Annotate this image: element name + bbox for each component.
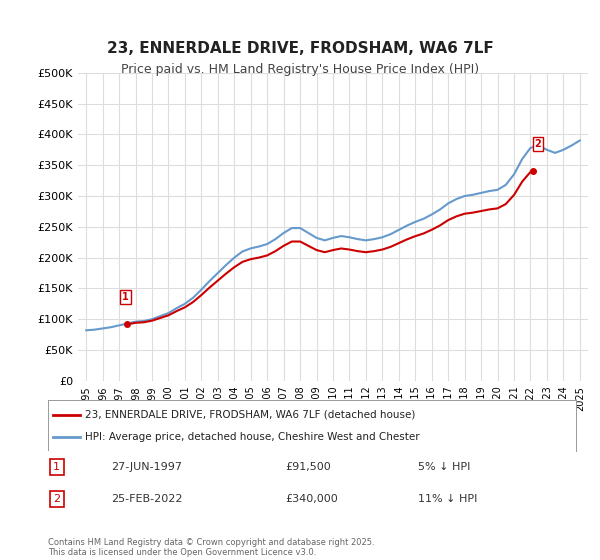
Text: 2: 2 bbox=[535, 139, 541, 149]
Text: 1: 1 bbox=[53, 462, 60, 472]
Text: 5% ↓ HPI: 5% ↓ HPI bbox=[418, 462, 470, 472]
Text: HPI: Average price, detached house, Cheshire West and Chester: HPI: Average price, detached house, Ches… bbox=[85, 432, 419, 442]
Text: 23, ENNERDALE DRIVE, FRODSHAM, WA6 7LF: 23, ENNERDALE DRIVE, FRODSHAM, WA6 7LF bbox=[107, 41, 493, 56]
Text: 27-JUN-1997: 27-JUN-1997 bbox=[112, 462, 182, 472]
Text: 2: 2 bbox=[53, 494, 61, 504]
Text: 25-FEB-2022: 25-FEB-2022 bbox=[112, 494, 183, 504]
Text: Contains HM Land Registry data © Crown copyright and database right 2025.
This d: Contains HM Land Registry data © Crown c… bbox=[48, 538, 374, 557]
Text: 23, ENNERDALE DRIVE, FRODSHAM, WA6 7LF (detached house): 23, ENNERDALE DRIVE, FRODSHAM, WA6 7LF (… bbox=[85, 409, 415, 419]
Text: £340,000: £340,000 bbox=[286, 494, 338, 504]
Text: 11% ↓ HPI: 11% ↓ HPI bbox=[418, 494, 477, 504]
Text: Price paid vs. HM Land Registry's House Price Index (HPI): Price paid vs. HM Land Registry's House … bbox=[121, 63, 479, 76]
Text: 1: 1 bbox=[122, 292, 129, 302]
Text: £91,500: £91,500 bbox=[286, 462, 331, 472]
